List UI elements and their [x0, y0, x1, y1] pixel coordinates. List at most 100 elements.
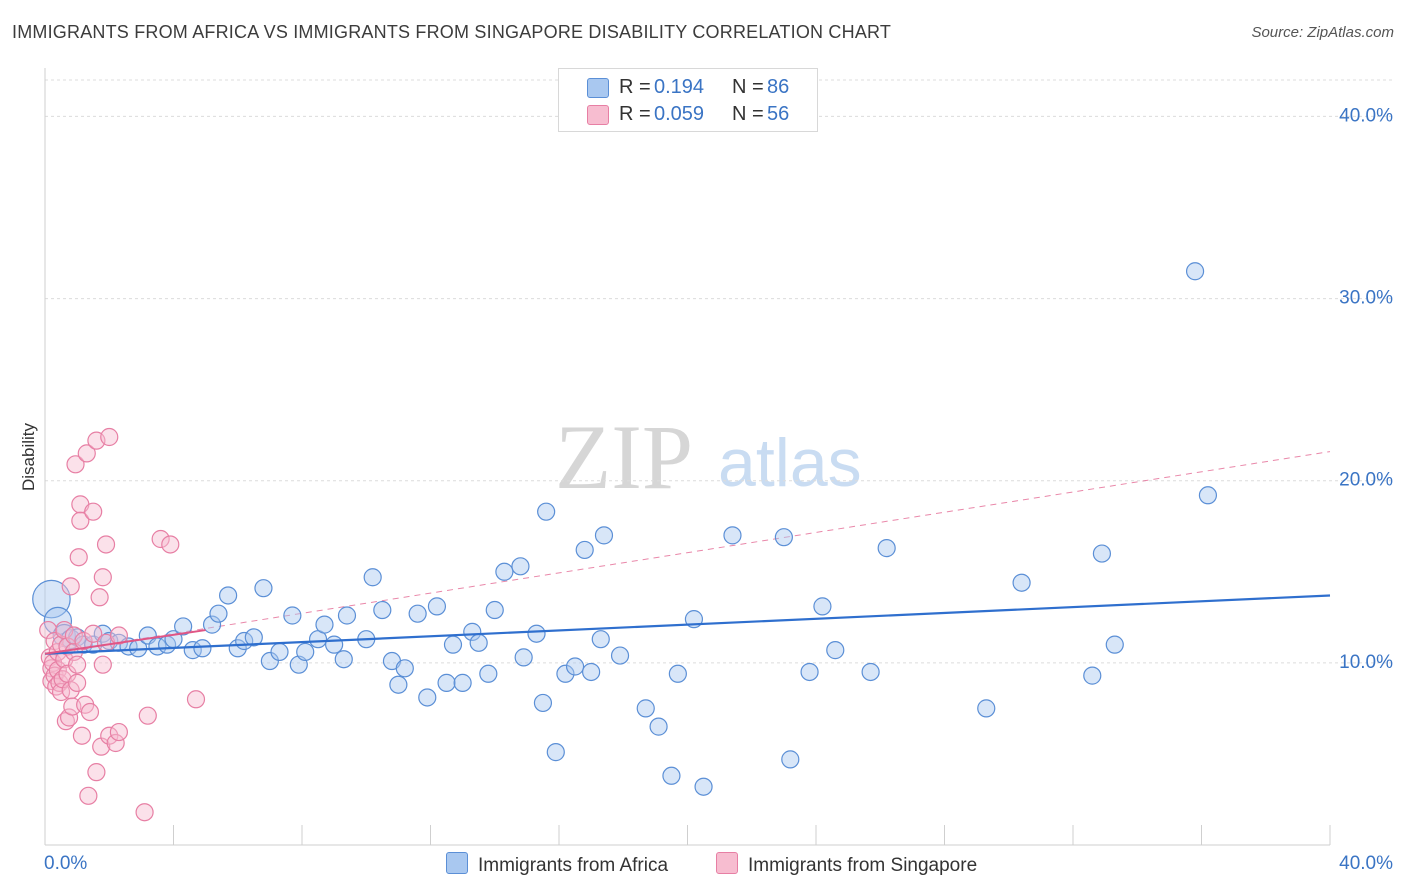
africa-point	[1185, 262, 1205, 281]
singapore-point	[79, 786, 98, 805]
singapore-point	[109, 626, 128, 645]
source-label: Source: ZipAtlas.com	[1251, 24, 1394, 41]
watermark-zip: ZIP	[555, 406, 693, 508]
singapore-point	[74, 631, 93, 651]
singapore-point	[39, 620, 58, 640]
africa-point	[514, 648, 533, 667]
singapore-point	[64, 626, 84, 645]
stats-legend: R = 0.194 N = 86 R = 0.059 N = 56	[558, 68, 818, 132]
africa-point	[479, 664, 498, 683]
africa-point	[325, 635, 344, 654]
singapore-point	[109, 722, 128, 742]
singapore-point	[151, 529, 170, 549]
africa-point	[636, 699, 655, 718]
singapore-point	[66, 455, 85, 474]
singapore-r-label: R =	[619, 103, 651, 125]
africa-point	[1092, 544, 1112, 563]
singapore-point	[71, 511, 90, 530]
singapore-point	[96, 535, 116, 554]
africa-point	[1012, 573, 1031, 592]
africa-point	[537, 502, 556, 521]
africa-point	[594, 526, 614, 545]
africa-point	[453, 673, 472, 692]
y-tick-label: 20.0%	[1339, 470, 1393, 491]
africa-r-label: R =	[619, 76, 651, 98]
africa-point	[437, 673, 456, 692]
africa-point	[565, 657, 585, 676]
y-tick-label: 40.0%	[1339, 105, 1393, 126]
africa-point	[254, 579, 273, 598]
africa-point	[389, 675, 408, 694]
x-tick-label-max: 40.0%	[1339, 853, 1393, 874]
singapore-point	[186, 690, 206, 709]
singapore-trend-extended	[44, 451, 1331, 655]
africa-point	[209, 604, 228, 623]
africa-point	[283, 606, 302, 625]
africa-point	[533, 693, 553, 713]
africa-point	[582, 662, 601, 682]
africa-point	[668, 664, 687, 683]
africa-point	[202, 615, 222, 634]
singapore-point	[93, 568, 112, 587]
africa-point	[1198, 486, 1218, 505]
africa-point	[694, 777, 713, 796]
africa-point	[485, 600, 504, 620]
africa-point	[270, 642, 289, 662]
singapore-trend-line	[44, 629, 206, 655]
singapore-legend-swatch	[716, 852, 738, 874]
africa-n-label: N =	[732, 76, 764, 98]
africa-r-value: 0.194	[654, 76, 705, 98]
africa-point	[511, 557, 530, 576]
africa-point	[395, 659, 414, 678]
singapore-point	[161, 535, 180, 554]
africa-point	[800, 662, 819, 682]
africa-point	[546, 743, 565, 762]
africa-point	[813, 597, 832, 616]
watermark-atlas: atlas	[718, 425, 862, 501]
africa-point	[296, 642, 315, 662]
singapore-point	[59, 708, 79, 727]
singapore-point	[72, 726, 92, 745]
singapore-point	[80, 702, 100, 722]
africa-swatch	[587, 78, 609, 98]
y-tick-label: 30.0%	[1339, 288, 1393, 309]
africa-point	[1083, 666, 1102, 685]
africa-point	[463, 622, 482, 641]
singapore-point	[93, 655, 112, 674]
singapore-point	[100, 427, 119, 447]
africa-legend-label: Immigrants from Africa	[478, 855, 669, 876]
africa-point	[495, 562, 514, 581]
africa-point	[408, 604, 427, 623]
africa-point	[774, 528, 793, 547]
singapore-swatch	[587, 105, 609, 125]
africa-point	[610, 646, 630, 665]
singapore-point	[90, 588, 109, 607]
singapore-point	[68, 673, 87, 692]
africa-n-value: 86	[767, 76, 790, 98]
africa-point	[556, 664, 575, 683]
y-axis-label: Disability	[19, 422, 38, 491]
africa-point	[443, 635, 463, 654]
africa-point	[861, 662, 880, 682]
africa-point	[334, 650, 353, 669]
africa-legend-swatch	[446, 852, 468, 874]
africa-point	[32, 579, 71, 619]
singapore-point	[135, 803, 154, 822]
africa-point	[781, 750, 800, 769]
singapore-point	[106, 733, 125, 753]
africa-point	[418, 688, 437, 707]
africa-point	[260, 651, 279, 671]
africa-point	[575, 540, 594, 560]
africa-point	[723, 526, 742, 545]
y-tick-label: 10.0%	[1339, 652, 1393, 673]
africa-point	[174, 617, 193, 636]
africa-trend-line	[44, 594, 1331, 655]
africa-point	[219, 586, 238, 605]
africa-point	[193, 639, 212, 658]
singapore-legend-label: Immigrants from Singapore	[748, 855, 978, 876]
singapore-point	[138, 706, 157, 725]
africa-point	[469, 633, 488, 652]
singapore-point	[87, 763, 106, 782]
singapore-point	[61, 577, 80, 596]
